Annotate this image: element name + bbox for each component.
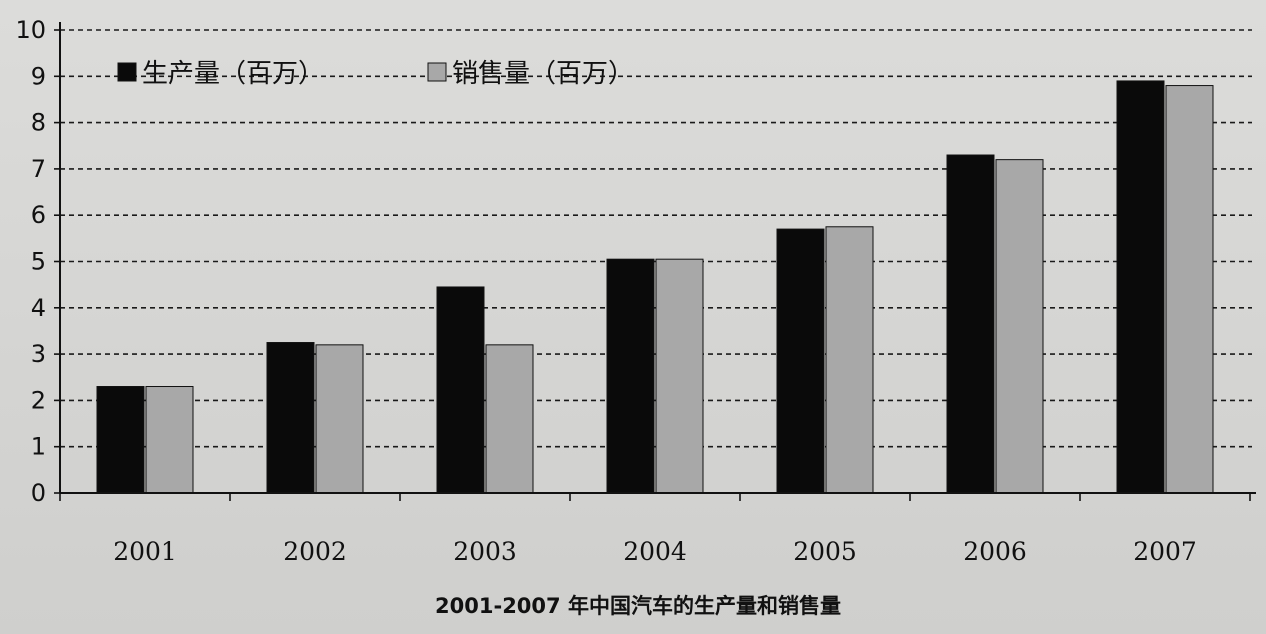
y-tick-label: 4 xyxy=(31,294,46,322)
chart-title: 2001-2007 年中国汽车的生产量和销售量 xyxy=(435,594,841,618)
bars xyxy=(96,80,1214,494)
x-category-labels: 2001 2002 2003 2004 2005 2006 2007 xyxy=(113,537,1197,566)
y-tick-label: 10 xyxy=(15,16,46,44)
sales-bar-2003 xyxy=(485,344,534,494)
y-tick-label: 8 xyxy=(31,109,46,137)
sales-bar-2002 xyxy=(315,344,364,494)
legend: 生产量（百万） 销售量（百万） xyxy=(117,59,634,89)
y-tick-label: 5 xyxy=(31,248,46,276)
legend-swatch xyxy=(427,62,447,82)
production-bar-2007 xyxy=(1116,80,1165,494)
x-category-label: 2005 xyxy=(793,537,857,566)
production-bar-2002 xyxy=(266,342,315,494)
production-bar-2005 xyxy=(776,228,825,494)
sales-bar-2006 xyxy=(995,159,1044,494)
y-tick-label: 7 xyxy=(31,155,46,183)
y-tick-label: 2 xyxy=(31,386,46,414)
axes xyxy=(54,22,1256,501)
y-tick-label: 6 xyxy=(31,201,46,229)
production-bar-2004 xyxy=(606,258,655,494)
x-category-label: 2004 xyxy=(623,537,687,566)
y-tick-label: 3 xyxy=(31,340,46,368)
y-tick-label: 1 xyxy=(31,433,46,461)
x-category-label: 2003 xyxy=(453,537,517,566)
x-category-label: 2006 xyxy=(963,537,1027,566)
sales-bar-2001 xyxy=(145,386,194,494)
legend-label: 生产量（百万） xyxy=(142,59,324,89)
legend-swatch xyxy=(117,62,137,82)
production-bar-2003 xyxy=(436,286,485,494)
sales-bar-2007 xyxy=(1165,85,1214,494)
production-bar-2001 xyxy=(96,386,145,494)
y-tick-labels: 0 1 2 3 4 5 6 7 8 9 10 xyxy=(15,16,46,507)
sales-bar-2005 xyxy=(825,226,874,494)
x-category-label: 2002 xyxy=(283,537,347,566)
legend-label: 销售量（百万） xyxy=(452,59,634,89)
x-category-label: 2001 xyxy=(113,537,177,566)
sales-bar-2004 xyxy=(655,258,704,494)
x-category-label: 2007 xyxy=(1133,537,1197,566)
production-bar-2006 xyxy=(946,154,995,494)
y-tick-label: 9 xyxy=(31,62,46,90)
y-tick-label: 0 xyxy=(31,479,46,507)
